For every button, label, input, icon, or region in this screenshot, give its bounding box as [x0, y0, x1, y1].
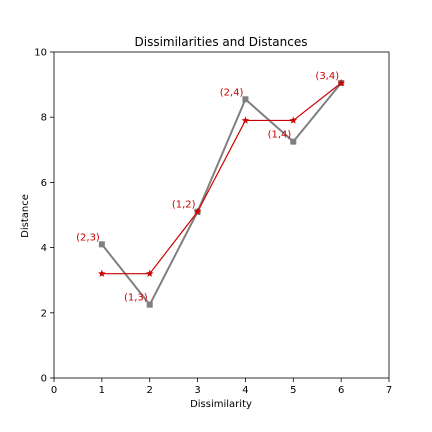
x-tick-label: 0: [51, 385, 57, 396]
y-tick-label: 8: [41, 113, 47, 124]
series-2-marker: [193, 207, 202, 215]
x-tick-label: 4: [242, 385, 248, 396]
y-tick-label: 6: [41, 178, 47, 189]
series-2-line: [101, 82, 342, 275]
point-label: (1,2): [172, 200, 196, 211]
x-axis-label: Dissimilarity: [190, 399, 252, 410]
series-1-marker: [146, 301, 153, 308]
x-tick-label: 3: [194, 385, 200, 396]
point-label: (3,4): [315, 71, 339, 82]
series-1-marker: [242, 96, 249, 103]
series-1-marker: [290, 138, 297, 145]
axes-frame: [53, 51, 390, 379]
y-tick-label: 4: [41, 243, 47, 254]
x-tick-label: 7: [386, 385, 392, 396]
point-label: (1,4): [268, 130, 292, 141]
x-tick-label: 6: [338, 385, 344, 396]
y-tick-label: 10: [34, 48, 47, 59]
point-label: (2,3): [76, 232, 100, 243]
plot-area: 0 1 2 3 4 5 6 7 0 2 4 6 8 10 (2,3) (1,3) (1,2) (2,4) (1,4)…: [34, 48, 392, 397]
series-1-line: [101, 82, 342, 306]
y-tick-label: 0: [41, 374, 47, 385]
x-tick-label: 5: [290, 385, 296, 396]
series-2-marker: [145, 269, 154, 277]
x-tick-label: 1: [99, 385, 105, 396]
point-label: (1,3): [124, 293, 148, 304]
y-axis-label: Distance: [20, 194, 31, 238]
point-label: (2,4): [220, 87, 244, 98]
series-2-marker: [98, 269, 106, 277]
series-2-marker: [289, 116, 298, 124]
series-1-marker: [98, 241, 105, 248]
y-tick-label: 2: [41, 308, 47, 319]
chart-title: Dissimilarities and Distances: [135, 35, 308, 49]
series-2-marker: [337, 78, 345, 87]
x-tick-label: 2: [147, 385, 153, 396]
series-2-marker: [241, 116, 250, 124]
